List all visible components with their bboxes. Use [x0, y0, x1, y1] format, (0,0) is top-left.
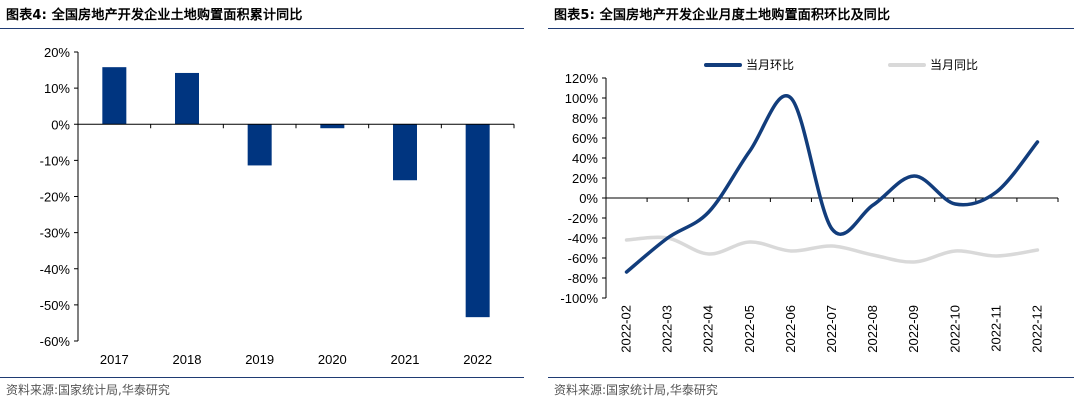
y-tick-label: 120% [565, 71, 599, 86]
x-tick-label: 2019 [245, 352, 274, 367]
x-tick-label: 2022 [463, 352, 492, 367]
series-line-yoy [624, 235, 1040, 264]
line-chart: 120% 100% 80% 60% 40% 20% 0% -20% -40% -60% -80% -1… [560, 58, 1059, 353]
x-tick-label: 2022-10 [947, 305, 962, 353]
y-tick-label: 80% [572, 111, 598, 126]
right-chart-panel: 图表5: 全国房地产开发企业月度土地购置面积环比及同比 120% 100% 80% 6… [548, 0, 1080, 406]
y-tick-label: -50% [40, 298, 71, 313]
y-tick-label: 60% [572, 131, 598, 146]
x-tick-label: 2022-02 [619, 305, 634, 353]
source-rule [548, 377, 1074, 378]
series-line-mom [624, 94, 1040, 274]
legend-label: 当月同比 [930, 58, 978, 72]
y-tick-label: 20% [44, 45, 70, 60]
x-tick-label: 2022-05 [742, 305, 757, 353]
y-tick-label: -30% [40, 226, 71, 241]
bar [175, 72, 199, 125]
y-tick-label: -40% [568, 231, 599, 246]
y-tick-label: 20% [572, 171, 598, 186]
x-tick-label: 2022-12 [1029, 305, 1044, 353]
legend-label: 当月环比 [746, 58, 794, 72]
y-tick-label: -40% [40, 262, 71, 277]
y-tick-label: -10% [40, 153, 71, 168]
source-rule [0, 377, 524, 378]
y-tick-label: -60% [568, 251, 599, 266]
x-tick-label: 2018 [173, 352, 202, 367]
y-tick-label: 0% [579, 191, 598, 206]
y-tick-label: 100% [565, 91, 599, 106]
title-rule [0, 28, 524, 29]
y-tick-label: -80% [568, 271, 599, 286]
chart-title: 图表5: 全国房地产开发企业月度土地购置面积环比及同比 [554, 8, 891, 23]
chart-title: 图表4: 全国房地产开发企业土地购置面积累计同比 [6, 8, 303, 23]
y-tick-label: 40% [572, 151, 598, 166]
y-tick-label: -100% [560, 291, 598, 306]
y-tick-label: 10% [44, 81, 70, 96]
x-tick-label: 2022-03 [660, 305, 675, 353]
x-tick-label: 2017 [100, 352, 129, 367]
x-tick-label: 2022-04 [701, 305, 716, 353]
chart-source: 资料来源:国家统计局,华泰研究 [6, 383, 170, 397]
x-tick-label: 2022-08 [865, 305, 880, 353]
y-tick-label: -60% [40, 334, 71, 349]
bar [247, 124, 272, 166]
chart-source: 资料来源:国家统计局,华泰研究 [554, 383, 718, 397]
title-rule [548, 28, 1074, 29]
bar [393, 124, 417, 181]
x-tick-label: 2022-11 [988, 305, 1003, 352]
bar [465, 124, 490, 318]
x-tick-label: 2022-09 [906, 305, 921, 353]
y-tick-label: -20% [40, 190, 71, 205]
x-tick-label: 2021 [391, 352, 420, 367]
x-tick-label: 2022-07 [824, 305, 839, 353]
x-tick-label: 2020 [318, 352, 347, 367]
bar [320, 124, 345, 129]
x-tick-label: 2022-06 [783, 305, 798, 353]
y-tick-label: 0% [51, 117, 70, 132]
y-tick-label: -20% [568, 211, 599, 226]
left-chart-panel: 图表4: 全国房地产开发企业土地购置面积累计同比 20% 10% 0% -10% -20… [0, 0, 530, 406]
bar [102, 67, 127, 125]
bar-chart: 20% 10% 0% -10% -20% -30% -40% -50% -60% 2017 2018… [40, 45, 515, 367]
